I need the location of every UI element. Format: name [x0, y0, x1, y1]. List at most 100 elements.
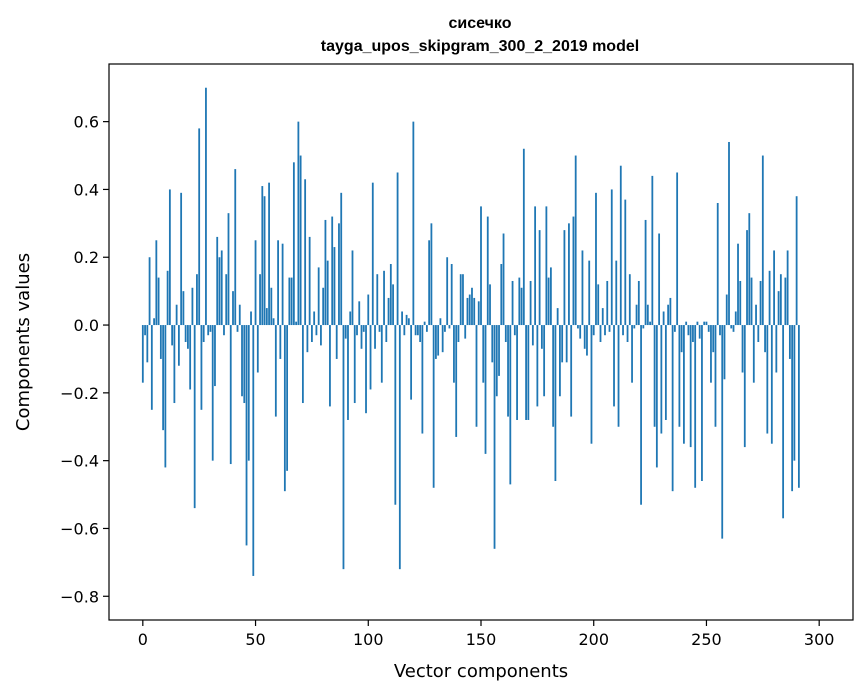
bar-191	[572, 216, 575, 326]
bar-99	[365, 325, 367, 414]
bar-49	[252, 325, 255, 576]
x-tick-label: 200	[578, 630, 609, 649]
bar-221	[640, 325, 642, 505]
x-tick-label: 100	[353, 630, 384, 649]
bar-189	[568, 223, 570, 326]
bar-94	[353, 325, 356, 404]
bar-141	[459, 274, 462, 326]
bar-21	[189, 325, 192, 390]
bar-90	[344, 325, 347, 339]
bar-239	[680, 325, 683, 353]
bar-240	[683, 325, 685, 444]
bar-223	[644, 219, 647, 326]
bar-2	[146, 325, 149, 363]
bar-20	[187, 325, 189, 349]
bar-283	[779, 274, 782, 326]
bar-261	[730, 325, 733, 329]
bar-14	[173, 325, 176, 404]
bar-114	[398, 325, 401, 570]
bar-255	[716, 203, 719, 326]
bar-172	[529, 280, 532, 326]
bar-10	[164, 325, 167, 468]
bar-144	[466, 297, 469, 326]
bar-265	[739, 280, 742, 326]
bar-1	[144, 325, 146, 336]
bar-54	[263, 196, 266, 326]
bar-85	[333, 247, 336, 326]
bar-268	[746, 230, 748, 326]
bar-241	[685, 321, 688, 326]
bar-182	[552, 325, 555, 427]
bar-287	[788, 325, 791, 359]
bar-203	[599, 325, 602, 342]
bar-159	[500, 264, 503, 326]
bar-181	[549, 267, 552, 326]
bar-123	[419, 325, 422, 342]
y-tick-label: −0.6	[60, 519, 99, 538]
bar-59	[274, 325, 277, 417]
bar-97	[360, 325, 363, 349]
bar-266	[741, 325, 744, 373]
bar-102	[371, 182, 374, 326]
bar-29	[207, 325, 210, 336]
bar-156	[493, 325, 496, 549]
bar-161	[504, 325, 507, 342]
bar-0	[141, 325, 144, 383]
bar-238	[678, 325, 681, 427]
bar-81	[324, 219, 327, 326]
bar-165	[513, 325, 516, 336]
bar-140	[457, 325, 460, 342]
bar-275	[761, 155, 764, 326]
bar-173	[531, 325, 534, 346]
bar-291	[797, 325, 800, 488]
bar-109	[387, 297, 390, 326]
bar-101	[369, 325, 372, 390]
bar-53	[261, 186, 264, 326]
bar-88	[340, 192, 343, 326]
bar-83	[329, 325, 331, 407]
bar-68	[295, 321, 298, 326]
bar-285	[784, 277, 787, 326]
bar-183	[554, 325, 557, 481]
bar-256	[719, 325, 721, 336]
bar-226	[651, 175, 654, 326]
y-tick-label: 0.6	[74, 113, 99, 132]
bar-207	[608, 325, 611, 332]
x-tick-label: 300	[804, 630, 835, 649]
bar-48	[250, 311, 252, 326]
x-tick-label: 0	[138, 630, 148, 649]
bar-254	[714, 325, 717, 427]
bar-249	[703, 321, 706, 326]
bar-86	[335, 325, 338, 359]
bar-135	[446, 257, 449, 326]
bar-148	[475, 325, 478, 427]
bar-258	[723, 325, 726, 380]
bar-3	[148, 257, 151, 326]
chart-title-line-2: tayga_upos_skipgram_300_2_2019 model	[321, 38, 639, 55]
bar-220	[637, 280, 640, 326]
bar-290	[795, 196, 798, 326]
bar-242	[687, 325, 690, 336]
y-tick-label: 0.4	[74, 180, 99, 199]
bar-11	[166, 270, 169, 326]
bar-56	[268, 182, 270, 326]
bar-57	[270, 287, 273, 326]
bar-217	[631, 325, 633, 383]
bar-62	[281, 243, 284, 326]
bar-98	[362, 325, 365, 332]
bar-24	[196, 274, 198, 326]
chart-title-line-1: сисечко	[449, 15, 512, 32]
bar-194	[579, 325, 582, 339]
bar-281	[775, 325, 778, 373]
bar-34	[218, 257, 221, 326]
bar-234	[669, 297, 672, 326]
bar-227	[653, 325, 656, 427]
bar-80	[322, 287, 325, 326]
bar-28	[205, 87, 207, 326]
bar-154	[489, 284, 491, 326]
bar-91	[347, 325, 349, 420]
bar-235	[671, 325, 674, 492]
bar-4	[150, 325, 153, 410]
bar-73	[306, 325, 309, 353]
bar-107	[383, 270, 385, 326]
